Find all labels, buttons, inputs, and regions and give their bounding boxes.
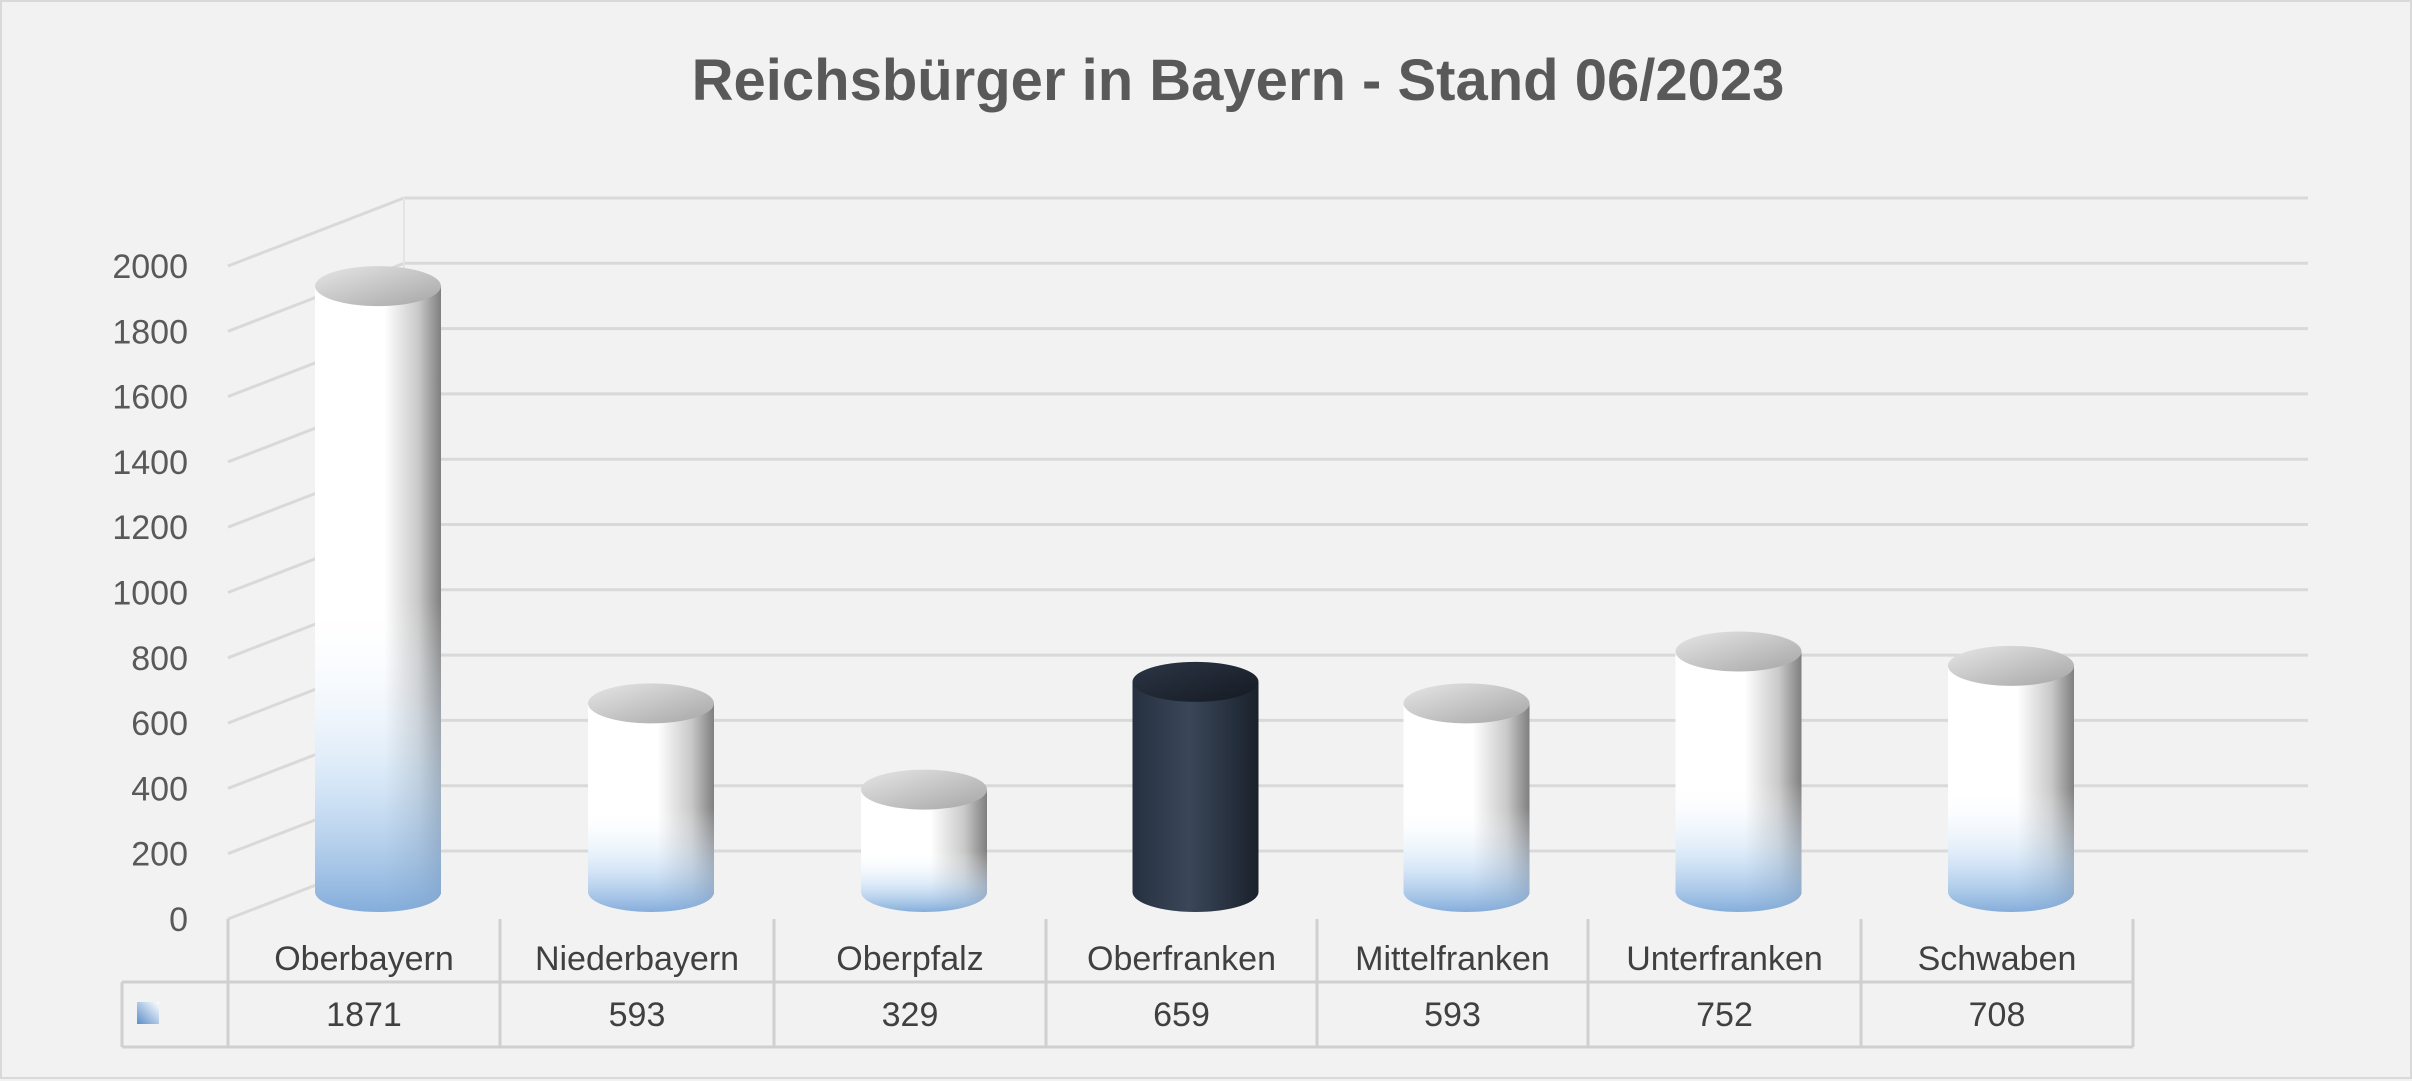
y-tick-label: 800 [131,640,188,678]
x-tick-label: Oberbayern [274,940,454,978]
bar-body-tint [861,789,987,912]
legend-key [137,1002,159,1024]
bar-top-cap [1675,631,1802,672]
x-tick-label: Schwaben [1918,940,2077,978]
y-tick-label: 1400 [112,444,188,482]
bar-top-cap [861,769,987,810]
data-value-label: 593 [1424,996,1481,1034]
x-tick-label: Oberpfalz [836,940,983,978]
bar-schwaben [1948,645,2074,912]
y-tick-label: 1200 [112,509,188,547]
bar-top-cap [315,266,441,307]
y-tick-label: 600 [131,705,188,743]
bar-oberpfalz [861,769,987,912]
y-tick-label: 1000 [112,575,188,613]
gridline-side [227,196,405,268]
chart-title: Reichsbürger in Bayern - Stand 06/2023 [692,48,1785,113]
bar-unterfranken [1675,631,1802,912]
bar-niederbayern [588,683,714,912]
x-tick-label: Unterfranken [1626,940,1823,978]
y-tick-label: 0 [169,901,188,939]
data-value-label: 708 [1969,996,2026,1034]
y-tick-label: 200 [131,836,188,874]
x-tick-label: Oberfranken [1087,940,1276,978]
data-value-label: 1871 [326,996,402,1034]
data-table: Oberbayern 1871 Niederbayern 593 Oberpfalz 32… [120,919,2135,1049]
bar-top-cap [588,683,714,724]
bar-body-tint [588,703,714,912]
data-value-label: 593 [609,996,666,1034]
bar-mittelfranken [1403,683,1530,912]
bars [315,266,2074,912]
bar-top-cap [1948,645,2074,686]
y-tick-label: 400 [131,770,188,808]
y-tick-label: 1600 [112,379,188,417]
data-value-label: 752 [1696,996,1753,1034]
bar-oberfranken [1132,661,1259,912]
bar-top-cap [1132,661,1259,702]
bar-body-tint [1948,665,2074,912]
bar-oberbayern [315,266,441,912]
x-tick-label: Niederbayern [535,940,739,978]
bar-body-tint [1675,651,1802,912]
data-value-label: 329 [882,996,939,1034]
x-tick-label: Mittelfranken [1355,940,1550,978]
bar-body-tint [315,286,441,912]
bar-top-cap [1403,683,1530,724]
y-axis: 0 200 400 600 800 1000 1200 1400 1600 1800 2000 [112,248,188,939]
bar-body-tint [1403,703,1530,912]
y-tick-label: 1800 [112,313,188,351]
data-value-label: 659 [1153,996,1210,1034]
bar-body [1132,681,1259,912]
y-tick-label: 2000 [112,248,188,286]
